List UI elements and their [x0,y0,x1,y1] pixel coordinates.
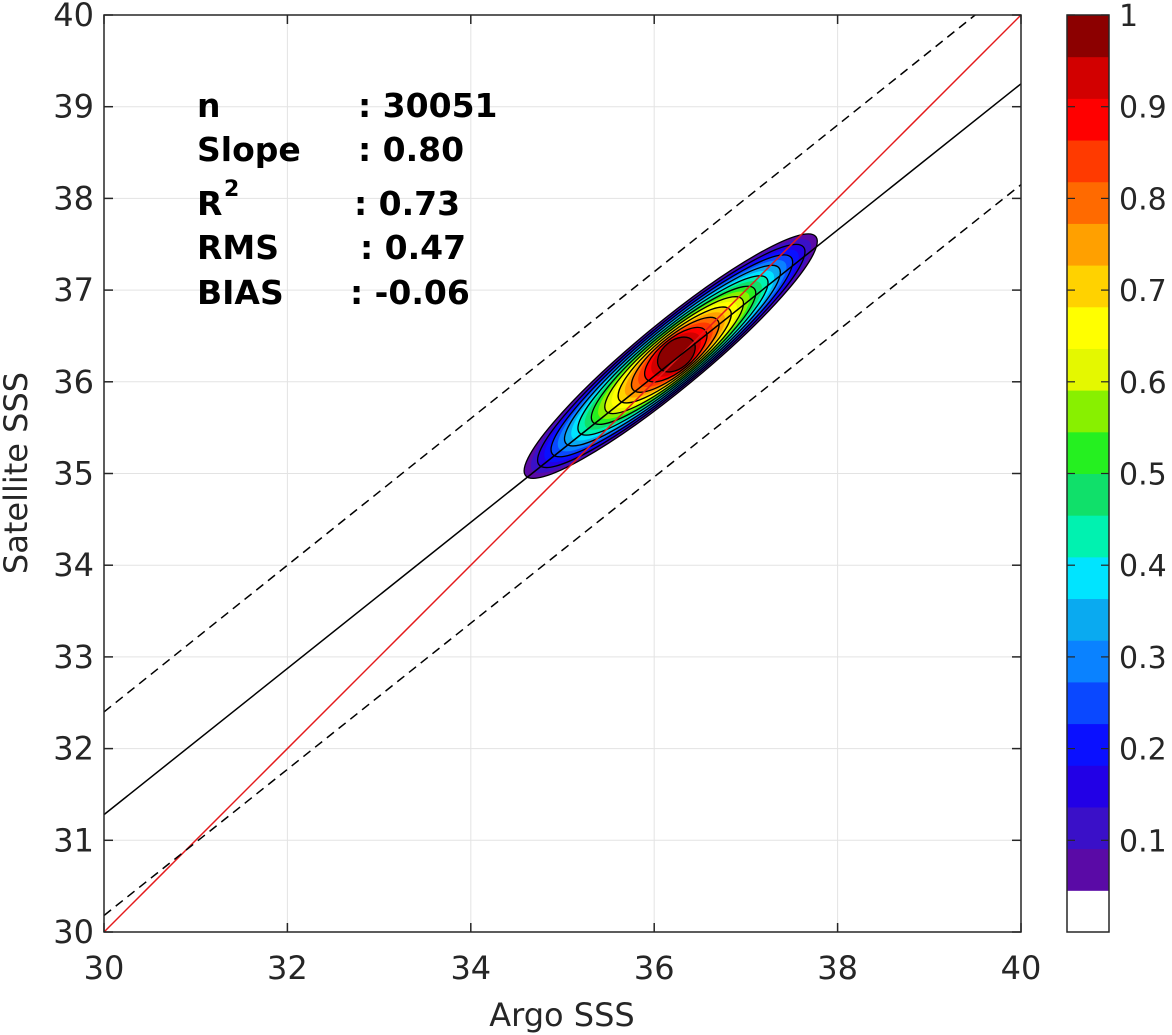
y-tick-label: 36 [53,363,94,401]
reference-lines [104,15,1021,932]
colorbar: 0.1 0.2 0.3 0.4 0.5 0.6 0.7 0.8 0.9 1 [1066,0,1167,933]
colorbar-segment [1067,56,1109,99]
x-tick-label: 34 [450,949,491,987]
stat-r2-value: : 0.73 [354,184,460,223]
y-tick-label: 37 [53,271,94,309]
y-tick-label: 40 [53,0,94,34]
colorbar-tick-label: 0.3 [1119,641,1167,676]
colorbar-segment [1067,348,1109,391]
colorbar-segment [1067,681,1109,725]
x-tick-label: 40 [1001,949,1042,987]
colorbar-tick-label: 0.5 [1119,458,1167,493]
colorbar-segment [1067,515,1109,558]
colorbar-segment [1067,181,1109,224]
one-to-one-line [104,15,1021,932]
colorbar-segment [1067,265,1109,308]
stat-rms-label: RMS [197,228,279,267]
colorbar-segment [1067,431,1109,474]
colorbar-tick-label: 0.1 [1119,824,1167,859]
y-tick-label: 34 [53,546,94,584]
colorbar-segment [1067,723,1109,766]
colorbar-segment [1067,890,1109,933]
x-tick-label: 38 [817,949,858,987]
regression-line [104,83,1021,816]
statistics-annotation: n : 30051 Slope : 0.80 R 2 : 0.73 RMS : … [197,86,498,312]
colorbar-tick-label: 0.6 [1119,366,1167,401]
colorbar-segment [1067,848,1109,891]
y-tick-label: 31 [53,821,94,859]
stat-bias-label: BIAS [197,273,284,312]
colorbar-segment [1067,15,1109,58]
y-tick-label: 35 [53,455,94,493]
stat-n-label: n [197,86,221,125]
colorbar-segment [1067,765,1109,808]
colorbar-segment [1067,140,1109,183]
colorbar-segment [1067,598,1109,641]
colorbar-segment [1067,556,1109,600]
colorbar-segment [1067,473,1109,516]
y-tick-label: 39 [53,88,94,126]
colorbar-segment [1067,223,1109,266]
y-tick-label: 30 [53,913,94,951]
colorbar-segment [1067,806,1109,850]
colorbar-tick-label: 0.4 [1119,549,1167,584]
colorbar-tick-label: 0.9 [1119,91,1167,126]
x-tick-label: 36 [634,949,675,987]
stat-r2-exponent: 2 [224,177,239,202]
y-axis-label: Satellite SSS [0,372,35,574]
colorbar-tick-label: 0.7 [1119,274,1167,309]
stat-slope-value: : 0.80 [358,130,464,169]
colorbar-tick-label: 1 [1119,0,1138,34]
stat-bias-value: : -0.06 [350,273,470,312]
stat-slope-label: Slope [197,130,301,169]
grid [103,14,1022,933]
y-tick-label: 38 [53,179,94,217]
x-tick-label: 32 [267,949,308,987]
colorbar-segment [1067,306,1109,349]
axis-ticks: 30 32 34 36 38 40 30 31 32 33 34 35 36 37 38 39 40 [53,0,1041,987]
x-tick-label: 30 [84,949,125,987]
stat-r2-label: R [197,184,222,223]
density-contour-level [656,336,696,373]
colorbar-segment [1067,390,1109,433]
stat-rms-value: : 0.47 [360,228,466,267]
colorbar-segment [1067,98,1109,141]
colorbar-segment [1067,640,1109,683]
y-tick-label: 32 [53,730,94,768]
x-axis-label: Argo SSS [489,996,634,1034]
stat-n-value: : 30051 [358,86,498,125]
upper-bound-line [104,15,976,713]
lower-bound-line [104,184,1021,917]
colorbar-tick-label: 0.8 [1119,182,1167,217]
colorbar-tick-label: 0.2 [1119,733,1167,768]
y-tick-label: 33 [53,638,94,676]
